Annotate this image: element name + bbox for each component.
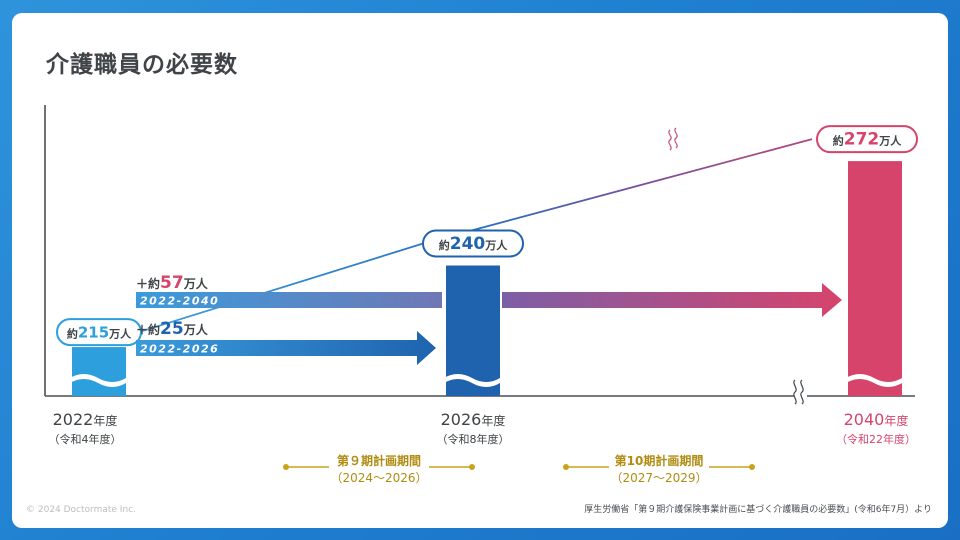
increment-part: 万人	[183, 276, 209, 291]
category-label-1: 2026年度	[441, 410, 506, 429]
category-sublabel-1: （令和8年度）	[437, 432, 510, 446]
bar-2022年度	[72, 347, 126, 396]
value-label-part: 約	[439, 238, 450, 252]
axis-break-mark	[800, 379, 804, 405]
category-suffix: 年度	[93, 413, 117, 428]
value-label-text: 約272万人	[833, 130, 902, 150]
arrow-long-segment-2	[502, 283, 842, 317]
period-bracket-dot	[749, 464, 755, 470]
value-label-text: 約215万人	[67, 324, 132, 342]
arrow-short	[136, 331, 436, 365]
page-title: 介護職員の必要数	[46, 52, 238, 78]
increment-part: 25	[160, 319, 184, 339]
category-label-2: 2040年度	[844, 410, 909, 429]
bar-2040年度	[848, 161, 902, 396]
period-years-0: （2024〜2026）	[330, 471, 427, 485]
axis-break-mark	[793, 379, 797, 405]
value-label-part: 万人	[878, 134, 902, 148]
increment-part: 57	[160, 273, 184, 293]
slide-card: 介護職員の必要数 約215万人 約240万人 約272万人 ＋約57万人 2022-20…	[12, 13, 948, 528]
bar-wave-break	[846, 374, 902, 387]
trend-break-mark	[674, 127, 678, 149]
copyright-text: © 2024 Doctormate Inc.	[26, 505, 136, 515]
value-label-part: 約	[67, 327, 78, 341]
arrow-short-range: 2022-2026	[140, 343, 219, 356]
value-label-pill	[56, 318, 142, 347]
value-label-part: 約	[833, 134, 844, 148]
category-year: 2026	[441, 410, 482, 429]
period-title-0: 第９期計画期間	[337, 453, 421, 468]
period-years-1: （2027〜2029）	[610, 471, 707, 485]
arrow-long-segment-1	[136, 292, 442, 308]
period-bracket-dot	[283, 464, 289, 470]
category-sublabel-0: （令和4年度）	[49, 432, 122, 446]
category-suffix: 年度	[884, 413, 908, 428]
value-label-part: 万人	[108, 327, 132, 341]
bar-wave-break	[444, 374, 500, 387]
increment-part: ＋約	[136, 322, 160, 337]
value-label-pill	[816, 125, 918, 154]
increment-part: ＋約	[136, 276, 160, 291]
source-note: 厚生労働省「第９期介護保険事業計画に基づく介護職員の必要数」(令和6年7月）より	[584, 505, 932, 515]
increment-part: 万人	[183, 322, 209, 337]
staff-demand-chart: 約215万人約240万人約272万人＋約57万人2022-2040＋約25万人2…	[44, 105, 918, 485]
increment-label-long: ＋約57万人	[136, 273, 209, 293]
bar-wave-break	[70, 374, 126, 387]
category-sublabel-2: （令和22年度）	[836, 432, 916, 446]
value-label-text: 約240万人	[439, 234, 508, 254]
period-bracket-dot	[469, 464, 475, 470]
category-label-0: 2022年度	[53, 410, 118, 429]
value-label-part: 272	[844, 130, 880, 150]
category-suffix: 年度	[481, 413, 505, 428]
value-label-part: 240	[450, 234, 486, 254]
value-label-pill	[422, 229, 524, 258]
arrow-long-range: 2022-2040	[140, 295, 219, 308]
period-bracket-dot	[563, 464, 569, 470]
category-year: 2022	[53, 410, 94, 429]
value-label-part: 215	[78, 324, 109, 342]
category-year: 2040	[844, 410, 885, 429]
trend-break-mark	[668, 129, 672, 151]
period-title-1: 第10期計画期間	[615, 453, 704, 468]
value-label-part: 万人	[484, 238, 508, 252]
increment-label-short: ＋約25万人	[136, 319, 209, 339]
